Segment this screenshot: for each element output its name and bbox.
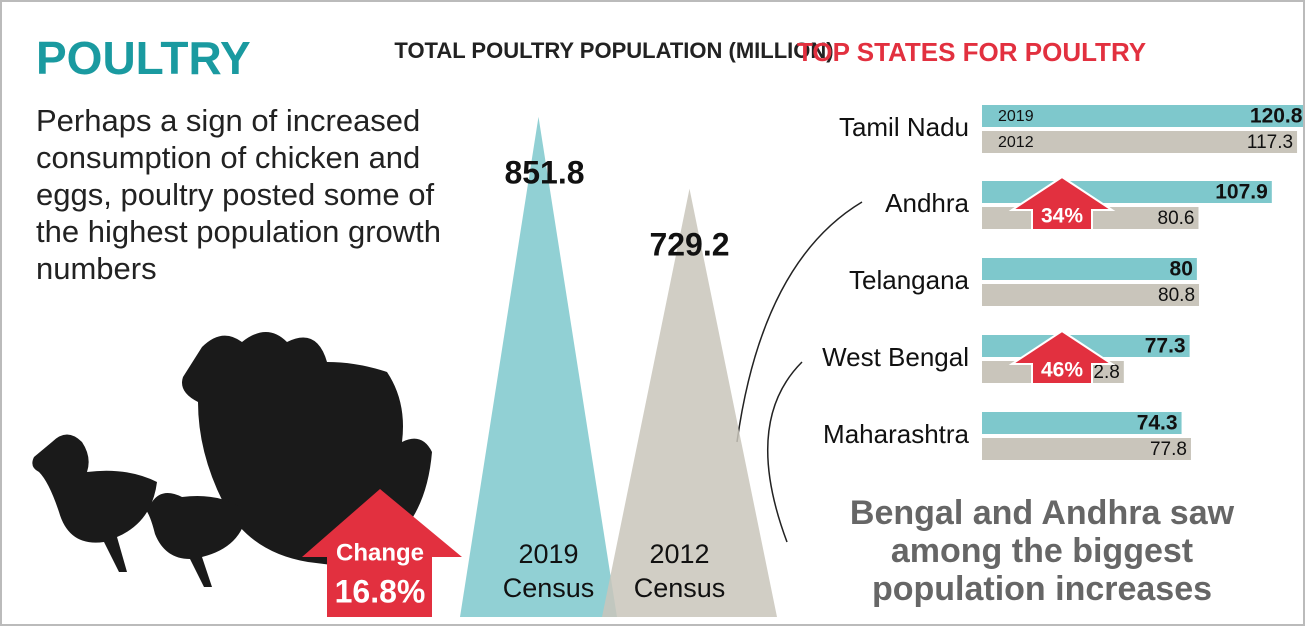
increase-label: 46%: [1041, 359, 1083, 382]
change-label: Change: [336, 539, 424, 566]
category-label: 2012 Census: [633, 539, 726, 603]
triangle: [460, 116, 617, 617]
value-label: 851.8: [504, 154, 584, 190]
headline: POULTRY: [36, 32, 251, 84]
value-label: 729.2: [649, 226, 729, 262]
value-label: 80.6: [1158, 208, 1195, 229]
category-label: Telangana: [849, 265, 970, 295]
bar: [982, 412, 1182, 434]
value-label: 107.9: [1215, 181, 1268, 204]
increase-arrow: [1008, 329, 1116, 385]
value-label: 74.3: [1137, 412, 1178, 435]
bar: [982, 105, 1303, 127]
bar: [982, 258, 1197, 280]
triangle: [602, 188, 777, 617]
value-label: 77.8: [1150, 439, 1187, 460]
value-label: 117.3: [1247, 132, 1293, 153]
category-label: Maharashtra: [823, 419, 969, 449]
value-label: 77.3: [1145, 335, 1186, 358]
category-label: West Bengal: [822, 342, 969, 372]
change-value: 16.8%: [335, 573, 426, 609]
bar: [982, 131, 1298, 153]
legend-label: 2019: [998, 108, 1034, 125]
note: Bengal and Andhra saw among the biggest …: [849, 494, 1235, 608]
increase-label: 34%: [1041, 205, 1083, 228]
category-label: Andhra: [885, 188, 969, 218]
change-arrow: [302, 489, 462, 617]
value-label: 120.8: [1250, 105, 1303, 128]
bar: [982, 284, 1200, 306]
bar: [982, 438, 1191, 460]
connector: [767, 361, 803, 543]
legend-label: 2012: [998, 134, 1034, 151]
triangle-title: TOTAL POULTRY POPULATION (MILLION): [394, 38, 833, 63]
bar-title: TOP STATES FOR POULTRY: [797, 37, 1146, 67]
category-label: Tamil Nadu: [839, 112, 969, 142]
value-label: 80.8: [1158, 285, 1195, 306]
category-label: 2019 Census: [502, 539, 595, 603]
value-label: 80: [1170, 258, 1193, 281]
connector: [736, 201, 863, 443]
description: Perhaps a sign of increased consumption …: [36, 103, 442, 286]
increase-arrow: [1008, 175, 1116, 231]
